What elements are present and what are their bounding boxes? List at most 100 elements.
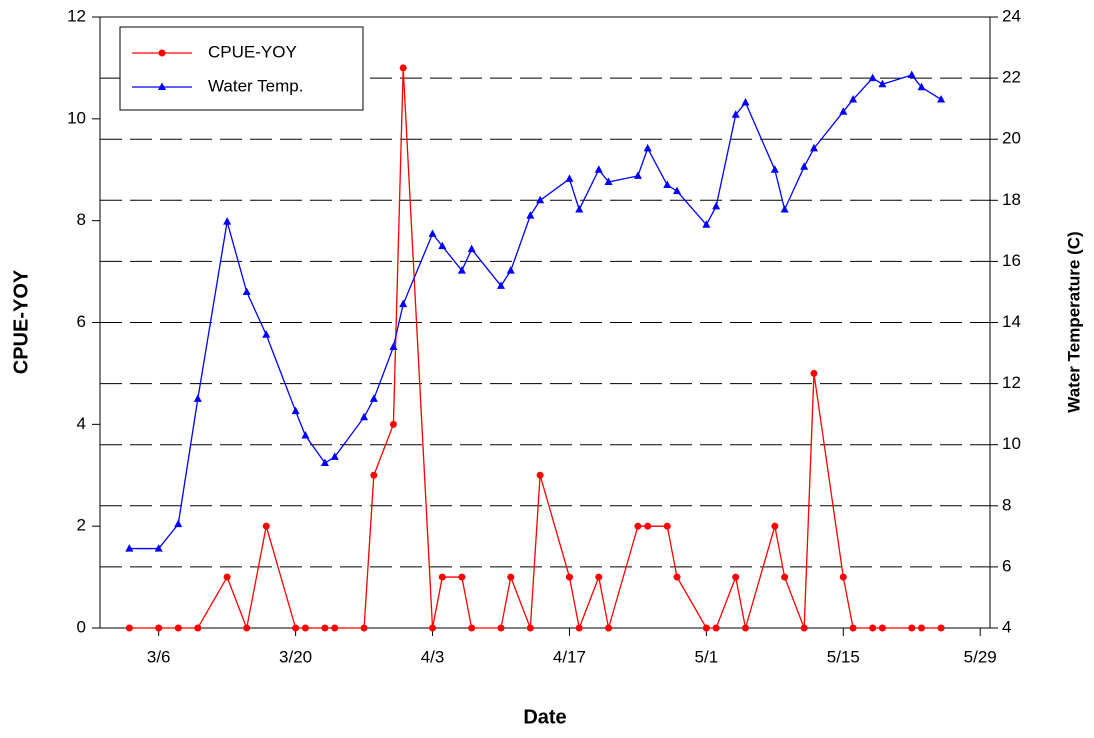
data-point [438,241,447,250]
data-point [243,624,251,632]
data-point [370,471,378,479]
data-point [810,369,818,377]
data-point [604,177,613,185]
data-point [497,624,505,632]
y2-tick-label: 4 [1002,617,1011,636]
data-point [174,624,182,632]
legend-marker [158,82,166,90]
data-point [223,573,231,581]
series-line [129,67,942,631]
data-point [575,624,583,632]
x-tick-label: 3/6 [147,647,171,666]
data-point [741,98,750,106]
data-point [605,624,613,632]
series-line [129,74,942,550]
y2-tick-label: 8 [1002,495,1011,514]
data-point [594,165,603,173]
legend-label: CPUE-YOY [208,42,297,61]
data-point [633,171,642,179]
data-point [438,573,446,581]
data-point [663,180,672,189]
data-point [565,573,573,581]
data-point [780,204,789,213]
data-point [732,573,740,581]
data-point [507,573,515,581]
y-axis-label: CPUE-YOY [10,269,32,374]
data-point [194,624,202,632]
data-point [467,244,476,253]
data-point [839,573,847,581]
data-point [330,452,339,460]
data-point [506,266,515,274]
data-point [839,107,848,115]
data-point [399,64,407,72]
data-point [771,522,779,530]
data-point [849,94,858,103]
data-point [301,624,309,632]
y2-tick-label: 20 [1002,129,1021,148]
data-point [937,94,946,103]
data-point [702,220,711,228]
data-point [712,201,721,210]
data-point [458,573,466,581]
x-tick-label: 5/1 [695,647,719,666]
data-point [428,229,437,237]
data-point [907,70,916,79]
data-point [917,82,926,91]
data-point [663,522,671,530]
data-point [389,420,397,428]
data-point [429,624,437,632]
data-point [800,624,808,632]
data-point [262,522,270,530]
y2-tick-label: 24 [1002,6,1021,25]
data-point [331,624,339,632]
data-point [399,299,408,308]
x-tick-label: 4/3 [421,647,445,666]
y-tick-label: 2 [77,516,86,535]
x-tick-label: 3/20 [279,647,312,666]
x-tick-label: 4/17 [553,647,586,666]
data-point [360,624,368,632]
data-point [321,624,329,632]
y2-axis-label: Water Temperature (C) [1064,231,1083,412]
data-point [369,394,378,402]
y2-tick-label: 18 [1002,190,1021,209]
y2-tick-label: 16 [1002,251,1021,270]
data-point [741,624,749,632]
data-point [536,471,544,479]
data-point [154,544,163,552]
y2-tick-label: 6 [1002,556,1011,575]
data-point [800,162,809,170]
data-point [468,624,476,632]
data-point [389,342,398,350]
data-point [878,624,886,632]
data-point [193,394,202,402]
data-point [526,624,534,632]
data-point [301,431,310,439]
y-tick-label: 10 [67,108,86,127]
data-point [526,211,535,219]
data-point [781,573,789,581]
y-tick-label: 4 [77,414,86,433]
data-point [125,624,133,632]
data-point [770,165,779,173]
data-point [595,573,603,581]
data-point [731,110,740,118]
data-point [869,624,877,632]
data-point [223,217,232,225]
x-axis-label: Date [523,706,566,728]
data-point [575,204,584,213]
data-point [908,624,916,632]
data-point [565,174,574,182]
data-point [174,519,183,528]
data-point [937,624,945,632]
data-point [712,624,720,632]
data-point [536,195,545,204]
data-point [918,624,926,632]
data-point [360,412,369,421]
data-point [155,624,163,632]
y-tick-label: 12 [67,6,86,25]
data-point [320,458,329,467]
